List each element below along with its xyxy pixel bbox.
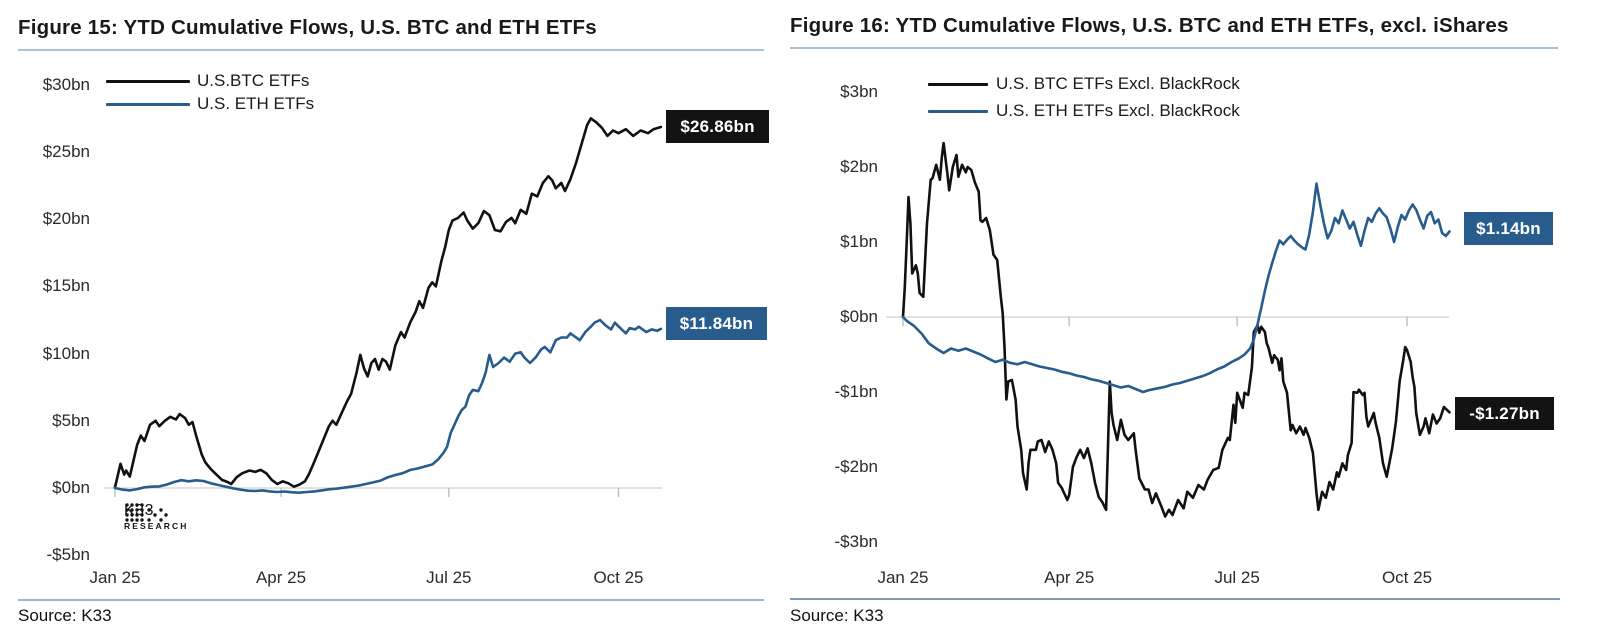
x-axis-label: Oct 25 [1381,568,1433,587]
logo-dot [140,513,144,517]
k33-logo-subtitle: RESEARCH [124,521,189,531]
logo-dot [125,503,129,507]
y-axis-label: $0bn [52,478,90,497]
eth-series-line [113,318,663,495]
logo-dot [140,508,144,512]
legend-item: U.S. BTC ETFs Excl. BlackRock [928,74,1240,94]
legend-line-swatch [928,82,988,86]
eth-series-line [901,182,1451,394]
y-axis-label: $5bn [52,410,90,430]
logo-dot [130,503,134,507]
y-axis-label: -$2bn [834,457,878,476]
x-axis-label: Apr 25 [1044,568,1095,587]
logo-dot [130,513,134,517]
y-axis-label: $30bn [42,74,90,94]
figure15-source: Source: K33 [18,606,112,625]
y-axis-label: -$5bn [46,545,90,565]
logo-dot [164,513,168,517]
legend-line-swatch [928,109,988,113]
x-axis-label: Jul 25 [426,568,472,587]
figure15-title-underline [18,49,764,51]
x-axis-label: Jul 25 [1214,568,1260,587]
legend-label: U.S. ETH ETFs [197,94,315,113]
btc-series-line [901,141,1451,518]
logo-dot [140,518,144,522]
logo-dot [135,508,139,512]
figure15-title: Figure 15: YTD Cumulative Flows, U.S. BT… [18,16,597,39]
logo-dot [125,518,129,522]
legend-item: U.S. ETH ETFs [106,94,314,114]
logo-dot [130,508,134,512]
logo-dot [135,513,139,517]
logo-dot [159,508,163,512]
btc-series-line [113,117,663,489]
logo-dot [130,518,134,522]
logo-dot [140,503,144,507]
logo-dot [125,508,129,512]
figure15-eth-end-value-badge: $11.84bn [666,307,767,340]
figure16-source: Source: K33 [790,606,884,625]
logo-dot [147,518,151,522]
y-axis-label: $2bn [840,157,878,176]
logo-dot [159,518,163,522]
legend-label: U.S. ETH ETFs Excl. BlackRock [996,101,1240,120]
legend-label: U.S. BTC ETFs Excl. BlackRock [996,74,1240,93]
x-axis-label: Apr 25 [255,568,307,587]
figure16-eth-end-value-badge: $1.14bn [1464,212,1553,245]
logo-dot [135,503,139,507]
y-axis-label: $10bn [42,343,90,363]
logo-dot [153,513,157,517]
y-axis-label: $1bn [840,232,878,251]
y-axis-label: $3bn [840,82,878,101]
x-axis-label: Jan 25 [877,568,929,587]
y-axis-label: -$3bn [834,532,878,551]
x-axis-label: Oct 25 [593,568,644,587]
y-axis-label: -$1bn [834,382,878,401]
logo-dot [135,518,139,522]
legend-item: U.S.BTC ETFs [106,71,309,91]
k33-research-logo: K33 RESEARCH [124,502,214,531]
figure16-bottom-rule [790,598,1560,600]
y-axis-label: $0bn [840,307,878,326]
y-axis-label: $25bn [42,142,90,161]
y-axis-label: $15bn [42,276,90,296]
figure15-btc-end-value-badge: $26.86bn [666,110,769,143]
y-axis-label: $20bn [42,209,90,229]
logo-dot [147,508,151,512]
k33-logo-dots-icon [125,503,168,522]
x-axis-label: Jan 25 [89,568,141,587]
legend-label: U.S.BTC ETFs [197,71,310,90]
figure16-title: Figure 16: YTD Cumulative Flows, U.S. BT… [790,14,1509,37]
figure16-btc-end-value-badge: -$1.27bn [1455,397,1554,430]
logo-dot [125,513,129,517]
legend-line-swatch [106,79,190,83]
legend-line-swatch [106,102,190,106]
figure16-title-underline [790,47,1558,49]
legend-item: U.S. ETH ETFs Excl. BlackRock [928,101,1240,121]
figure15-bottom-rule [18,599,764,601]
